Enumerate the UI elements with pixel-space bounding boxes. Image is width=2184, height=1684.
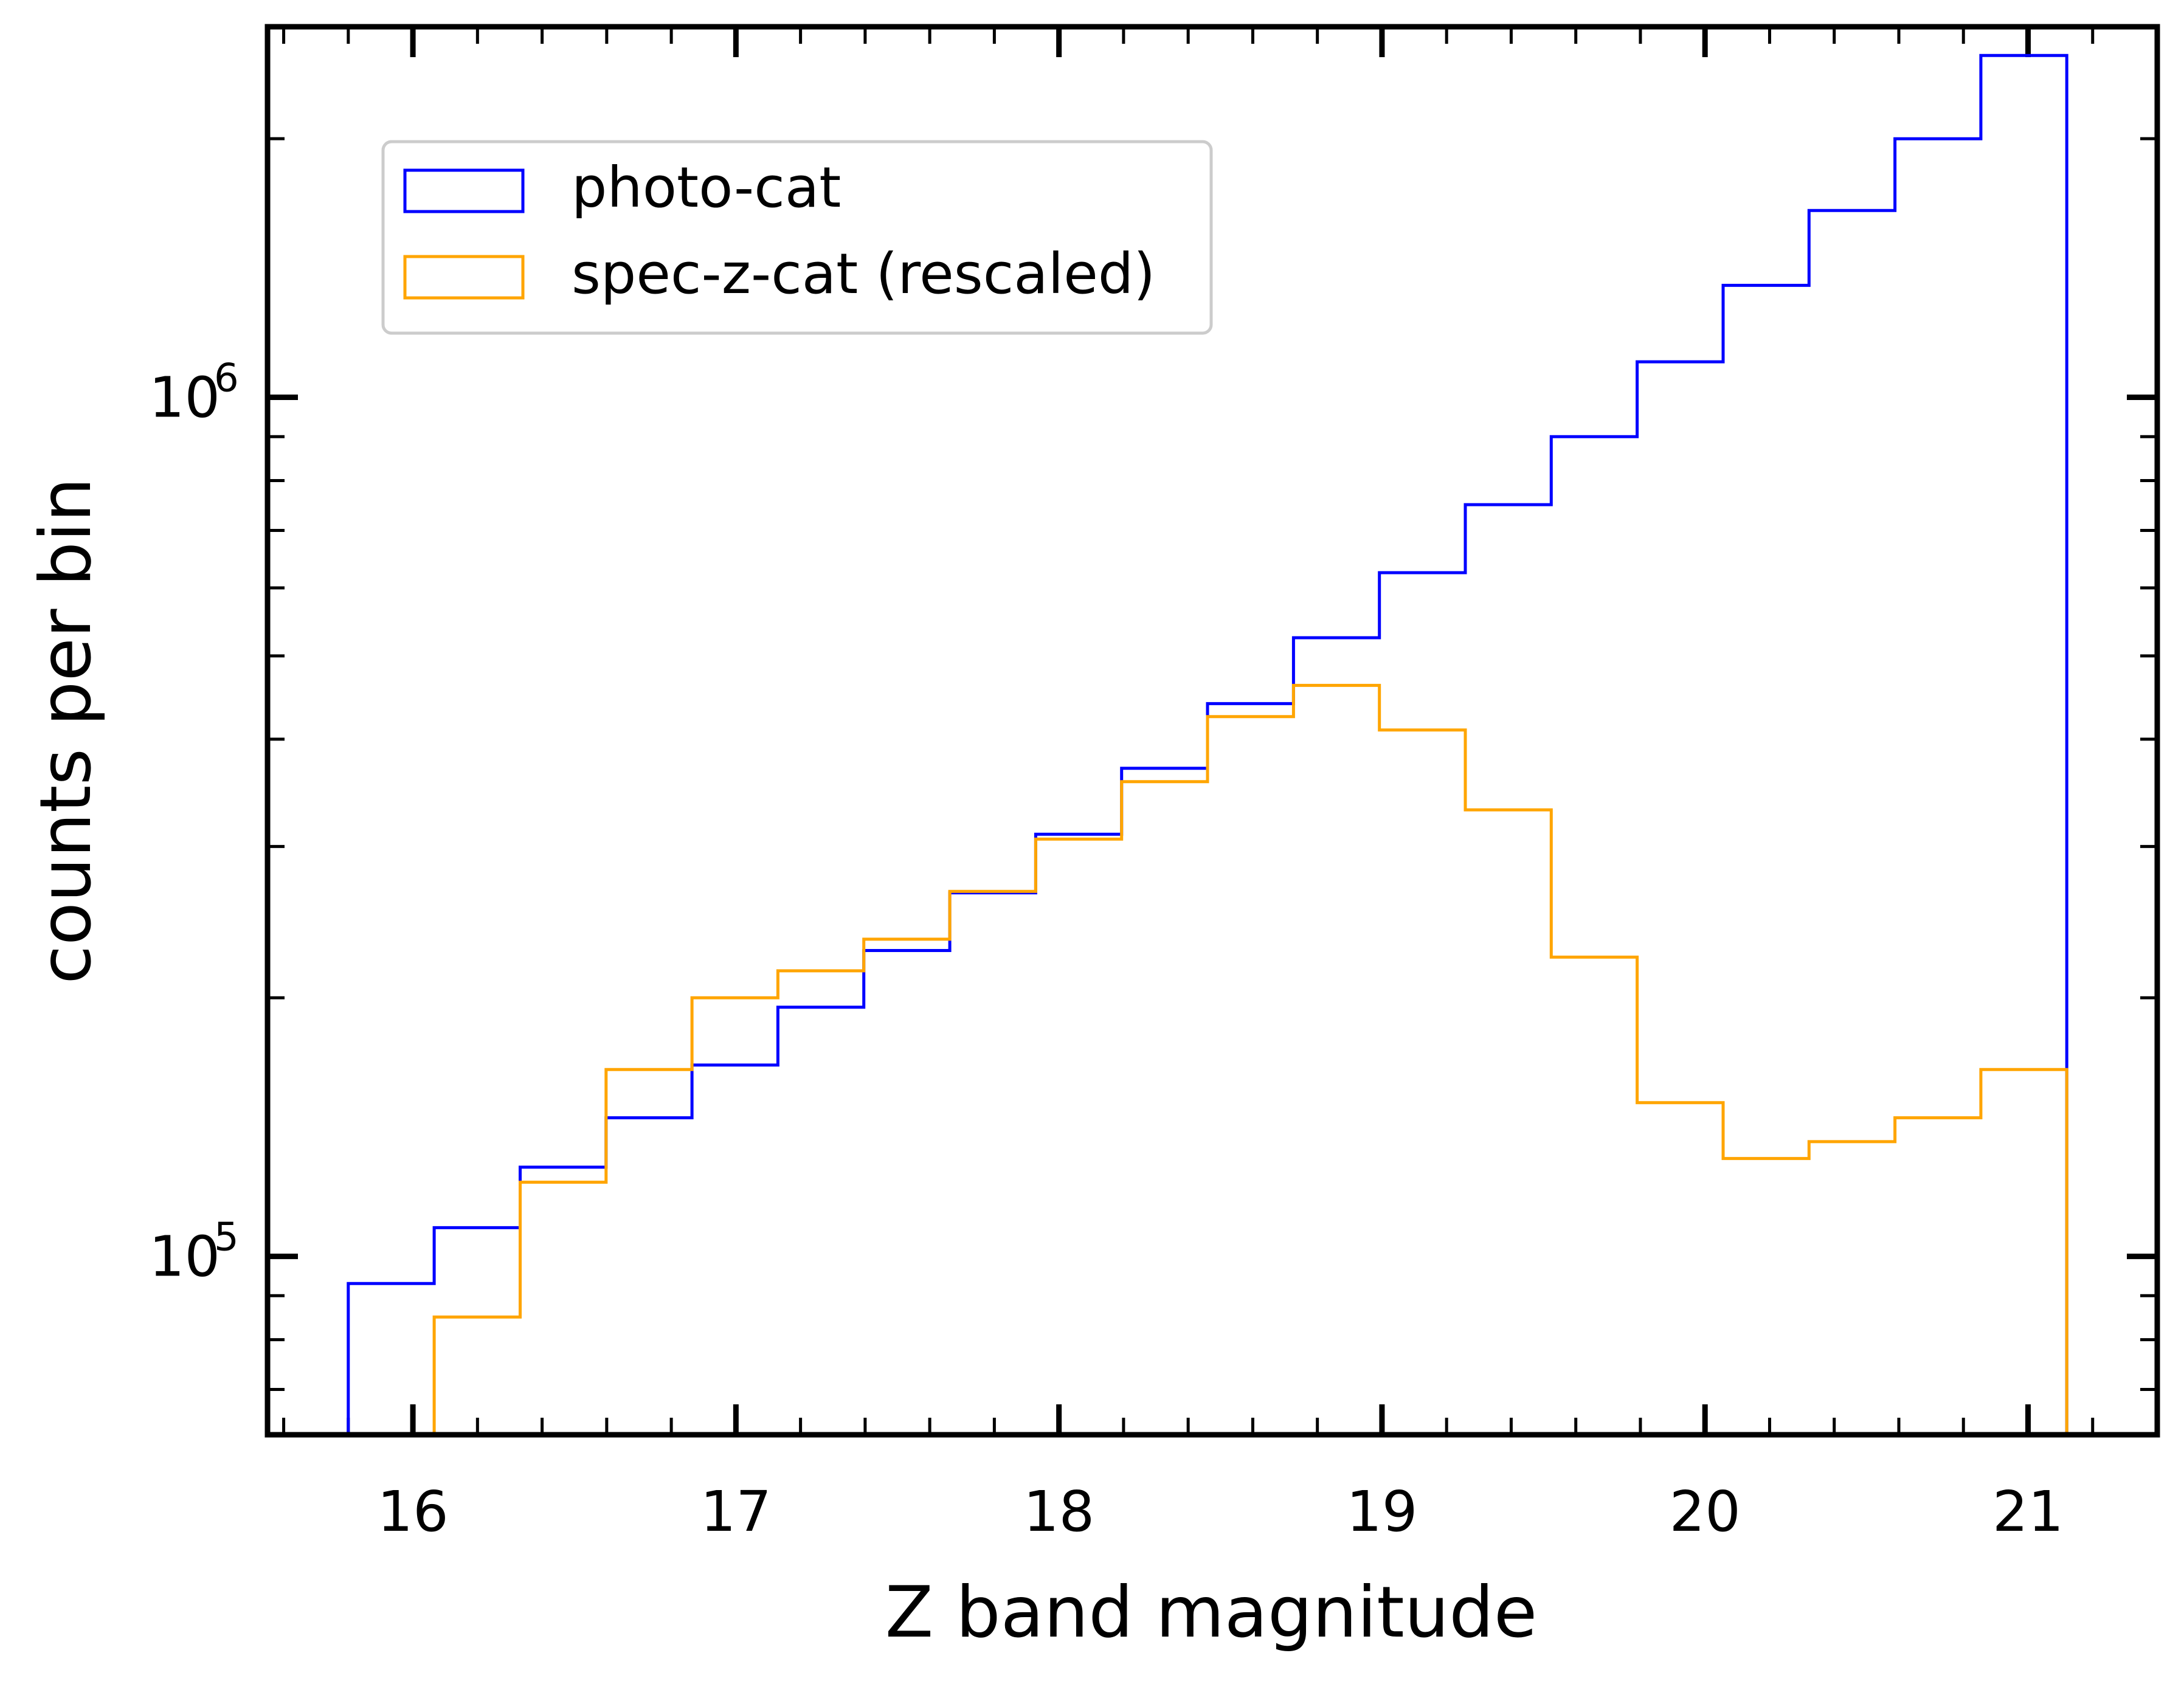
legend-swatch-photo-cat xyxy=(403,168,525,213)
plot-frame xyxy=(264,24,2160,1438)
y-tick-label-base: 10 xyxy=(149,365,220,430)
y-tick-label-base: 10 xyxy=(149,1224,220,1289)
legend: photo-cat spec-z-cat (rescaled) xyxy=(381,140,1213,335)
x-tick-label: 19 xyxy=(1346,1479,1417,1544)
x-tick-label: 20 xyxy=(1670,1479,1741,1544)
y-tick-label-exponent: 6 xyxy=(214,356,239,401)
legend-label-photo-cat: photo-cat xyxy=(572,155,841,220)
x-tick-label: 21 xyxy=(1992,1479,2064,1544)
histogram-series xyxy=(347,53,2068,1437)
x-tick-label: 16 xyxy=(378,1479,449,1544)
y-axis-label: counts per bin xyxy=(25,477,107,984)
x-tick-labels: 16 17 18 19 20 21 xyxy=(378,1479,2064,1544)
axis-ticks xyxy=(268,27,2159,1435)
x-tick-label: 18 xyxy=(1023,1479,1094,1544)
x-tick-label: 17 xyxy=(700,1479,772,1544)
legend-swatch-spec-z-cat xyxy=(403,255,525,300)
legend-label-spec-z-cat: spec-z-cat (rescaled) xyxy=(572,241,1155,306)
histogram-series-spec-z-cat xyxy=(348,683,2068,1437)
legend-frame xyxy=(381,140,1213,335)
y-tick-label-exponent: 5 xyxy=(214,1215,239,1260)
x-axis-label: Z band magnitude xyxy=(885,1572,1538,1654)
